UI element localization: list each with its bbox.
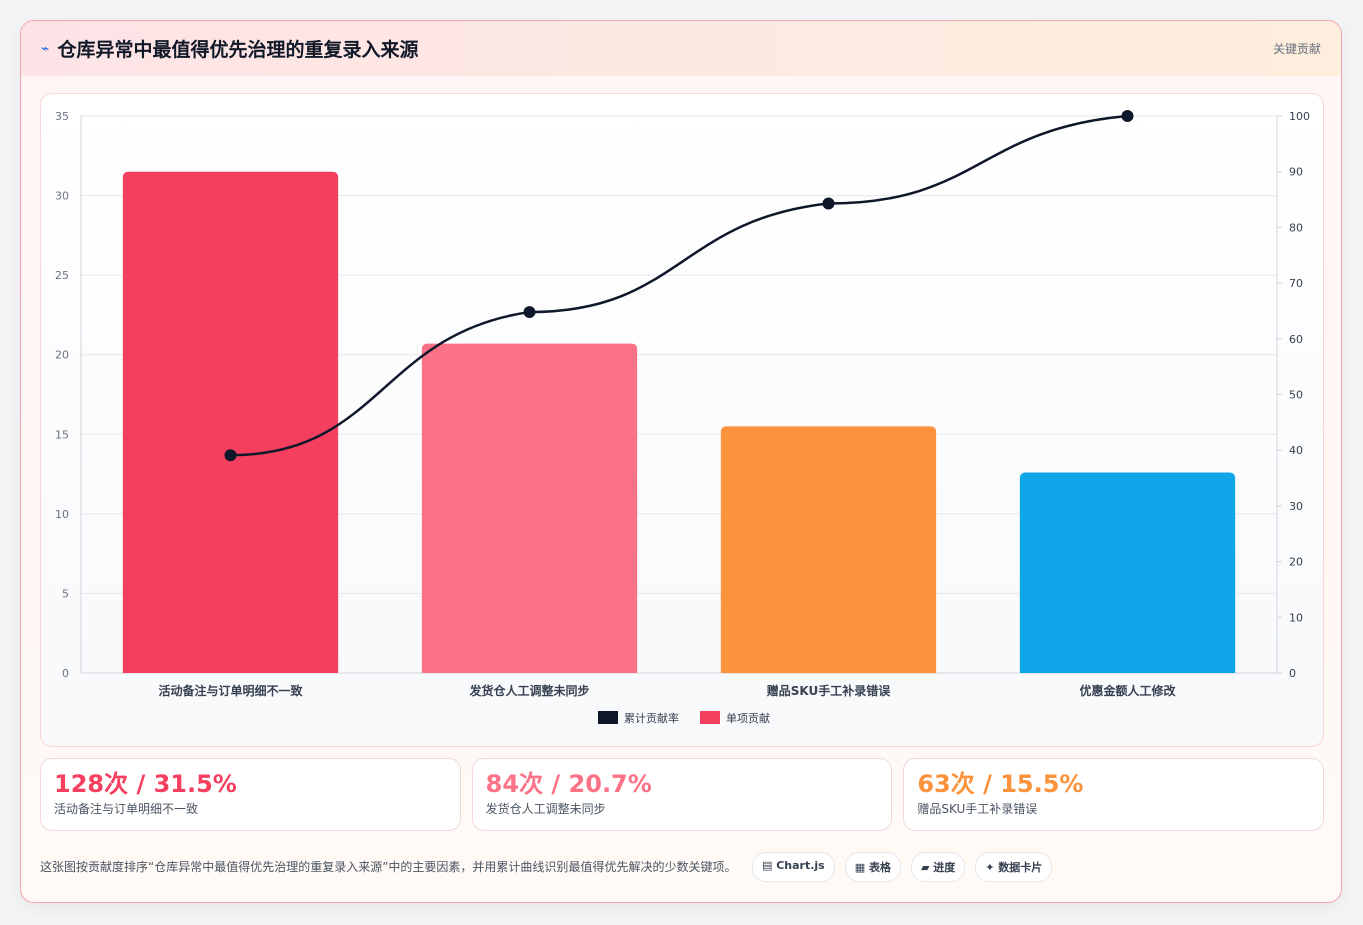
y-tick-label-left: 15 [55,428,69,441]
chip-data-cards[interactable]: ✦ 数据卡片 [975,852,1053,882]
pareto-chart: 0 5 10 15 20 25 30 35 0 10 20 30 40 50 60 70 80 90 100 活动备注… [55,110,1310,725]
x-tick-label: 发货仓人工调整未同步 [468,683,589,698]
y-tick-label-left: 30 [55,190,69,203]
stat-label: 发货仓人工调整未同步 [485,802,606,816]
y-tick-label-right: 70 [1289,277,1303,290]
chart-description: 这张图按贡献度排序“仓库异常中最值得优先治理的重复录入来源”中的主要因素，并用累… [40,860,737,874]
y-tick-label-left: 35 [55,110,69,123]
legend-label: 单项贡献 [726,711,770,725]
chip-row: ▤ Chart.js ▦ 表格 ▰ 进度 ✦ 数据卡片 [752,852,1053,882]
y-tick-label-right: 100 [1289,110,1310,123]
card-title: 仓库异常中最值得优先治理的重复录入来源 [57,39,419,61]
cumulative-line [230,114,1128,457]
bar [1019,472,1236,673]
chart-panel: 0 5 10 15 20 25 30 35 0 10 20 30 40 50 60 70 80 90 100 活动备注… [40,93,1324,747]
pulse-icon: ⌁ [41,40,50,57]
y-tick-label-right: 60 [1289,333,1303,346]
y-tick-label-right: 80 [1289,221,1303,234]
stat-value: 84次 / 20.7% [485,770,652,798]
x-tick-label: 优惠金额人工修改 [1079,683,1176,698]
bar [122,171,339,673]
stat-cards: 128次 / 31.5% 活动备注与订单明细不一致 84次 / 20.7% 发货… [40,758,1325,831]
line-point [224,449,237,462]
bar [720,426,937,673]
y-tick-label-right: 10 [1289,611,1303,624]
legend-swatch [598,711,618,724]
chip-table[interactable]: ▦ 表格 [844,852,901,882]
legend-swatch [700,711,720,724]
y-tick-label-left: 25 [55,269,69,282]
chip-chartjs[interactable]: ▤ Chart.js [752,852,835,882]
card-header: ⌁ 仓库异常中最值得优先治理的重复录入来源 关键贡献 [21,21,1341,76]
y-tick-label-right: 20 [1289,556,1303,569]
header-tag: 关键贡献 [1272,42,1321,56]
stat-value: 63次 / 15.5% [917,770,1084,798]
chip-progress[interactable]: ▰ 进度 [910,852,966,882]
stat-value: 128次 / 31.5% [54,770,237,798]
x-tick-label: 赠品SKU手工补录错误 [767,683,891,698]
stat-label: 活动备注与订单明细不一致 [54,802,199,816]
y-tick-label-right: 50 [1289,389,1303,402]
chart-card: ⌁ 仓库异常中最值得优先治理的重复录入来源 关键贡献 0 5 10 15 20 25 30 3… [20,20,1342,903]
y-tick-label-right: 40 [1289,444,1303,457]
line-point [523,306,536,319]
stat-label: 赠品SKU手工补录错误 [917,802,1038,816]
stat-card: 63次 / 15.5% 赠品SKU手工补录错误 [903,758,1325,831]
y-tick-label-left: 0 [62,667,69,680]
y-tick-label-right: 90 [1289,166,1303,179]
line-point [822,197,835,210]
y-tick-label-right: 0 [1289,667,1296,680]
y-tick-label-left: 20 [55,349,69,362]
y-tick-label-left: 10 [55,508,69,521]
card-footer: 这张图按贡献度排序“仓库异常中最值得优先治理的重复录入来源”中的主要因素，并用累… [40,845,1324,889]
bar [421,343,638,673]
stat-card: 84次 / 20.7% 发货仓人工调整未同步 [471,758,893,831]
x-tick-label: 活动备注与订单明细不一致 [158,683,303,698]
y-tick-label-right: 30 [1289,500,1303,513]
legend-label: 累计贡献率 [624,711,679,725]
line-point [1121,110,1134,122]
stat-card: 128次 / 31.5% 活动备注与订单明细不一致 [40,758,461,831]
y-tick-label-left: 5 [62,587,69,600]
